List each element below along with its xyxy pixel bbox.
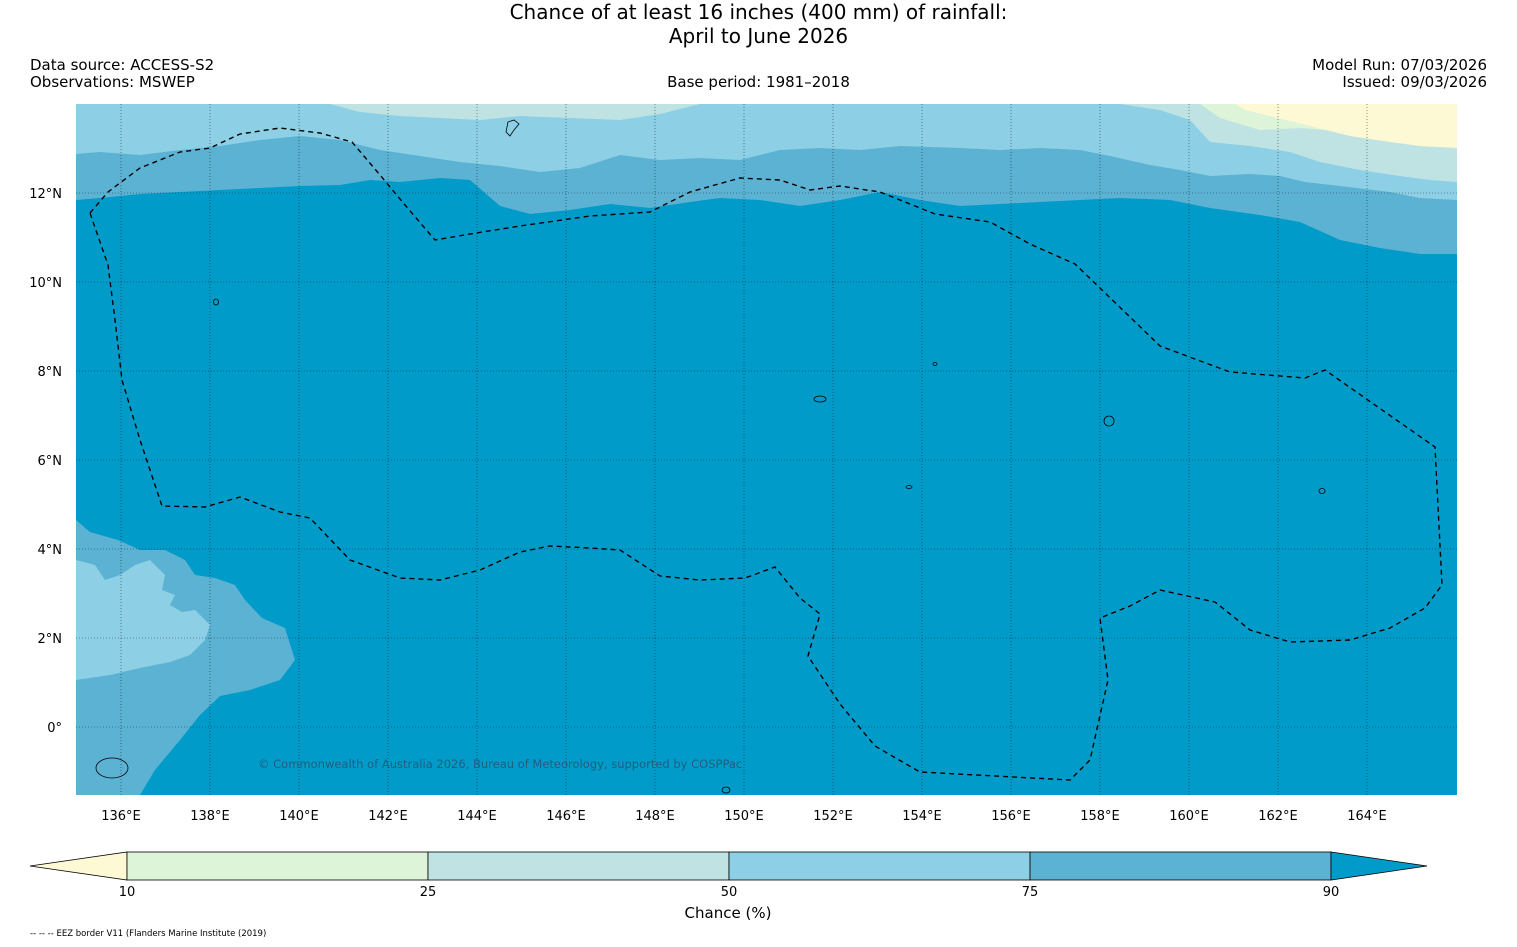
lon-label: 160°E [1169, 809, 1209, 824]
colorbar-tick: 10 [119, 885, 136, 900]
issued-text: Issued: 09/03/2026 [1342, 73, 1487, 91]
lon-label: 142°E [368, 809, 408, 824]
meta-right: Model Run: 07/03/2026 Issued: 09/03/2026 [1312, 57, 1487, 91]
colorbar-tick: 50 [721, 885, 738, 900]
colorbar-extend-low [29, 851, 128, 881]
model-run-text: Model Run: 07/03/2026 [1312, 56, 1487, 74]
colorbar-label: Chance (%) [685, 904, 772, 922]
lon-gridlines [120, 104, 1368, 795]
eez-border [89, 127, 1443, 781]
lat-tick-labels: 12°N 10°N 8°N 6°N 4°N 2°N 0° [29, 187, 62, 736]
lon-label: 146°E [546, 809, 586, 824]
meta-left: Data source: ACCESS-S2 Observations: MSW… [30, 57, 214, 91]
colorbar-segment-50-75 [728, 851, 1031, 881]
lon-label: 164°E [1347, 809, 1387, 824]
eez-footnote: -- -- -- EEZ border V11 (Flanders Marine… [30, 929, 267, 939]
lon-label: 158°E [1080, 809, 1120, 824]
colorbar-tick: 75 [1022, 885, 1039, 900]
lon-label: 138°E [190, 809, 230, 824]
island-atoll-1 [932, 362, 938, 366]
category-under-10-north [1235, 104, 1457, 148]
observations-text: Observations: MSWEP [30, 73, 195, 91]
colorbar-ticks: 10 25 50 75 90 [119, 885, 1340, 900]
lon-label: 140°E [279, 809, 319, 824]
lat-label: 4°N [38, 543, 63, 558]
colorbar-segment-25-50 [427, 851, 730, 881]
lon-label: 144°E [457, 809, 497, 824]
lon-label: 136°E [101, 809, 141, 824]
lon-label: 154°E [902, 809, 942, 824]
lon-label: 162°E [1258, 809, 1298, 824]
colorbar-segment-75-90 [1029, 851, 1332, 881]
colorbar: 10 25 50 75 90 Chance (%) [29, 851, 1428, 922]
island-palau [95, 757, 129, 779]
island-atoll-3 [721, 786, 731, 794]
colorbar-segment-10-25 [126, 851, 429, 881]
copyright-text: © Commonwealth of Australia 2026, Bureau… [258, 757, 742, 771]
lat-label: 0° [47, 721, 62, 736]
category-50-75-southwest [76, 560, 210, 680]
lat-label: 2°N [38, 632, 63, 647]
colorbar-tick: 25 [420, 885, 437, 900]
lat-gridlines [76, 192, 1457, 728]
island-atoll-2 [905, 485, 913, 489]
colorbar-tick: 90 [1323, 885, 1340, 900]
island-pohnpei [1103, 415, 1115, 427]
island-yap [213, 298, 219, 306]
data-source-text: Data source: ACCESS-S2 [30, 56, 215, 74]
lon-tick-labels: 136°E 138°E 140°E 142°E 144°E 146°E 148°… [101, 809, 1387, 824]
colorbar-extend-high [1330, 851, 1428, 881]
lat-label: 10°N [29, 276, 62, 291]
lon-label: 148°E [635, 809, 675, 824]
category-over-90 [76, 104, 1457, 795]
category-50-75-north [76, 104, 1457, 200]
map-title-line2: April to June 2026 [668, 24, 849, 48]
lon-label: 150°E [724, 809, 764, 824]
lon-label: 152°E [813, 809, 853, 824]
base-period-text: Base period: 1981–2018 [667, 73, 850, 91]
map-title-line1: Chance of at least 16 inches (400 mm) of… [509, 0, 1008, 24]
lat-label: 12°N [29, 187, 62, 202]
map-area: © Commonwealth of Australia 2026, Bureau… [76, 104, 1457, 795]
island-kosrae [1318, 488, 1326, 494]
guam-island [505, 119, 520, 137]
lat-label: 6°N [38, 454, 63, 469]
lon-label: 156°E [991, 809, 1031, 824]
lat-label: 8°N [38, 365, 63, 380]
island-chuuk [813, 395, 827, 403]
